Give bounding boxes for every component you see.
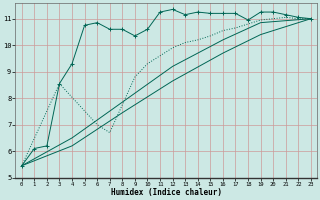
- X-axis label: Humidex (Indice chaleur): Humidex (Indice chaleur): [111, 188, 222, 197]
